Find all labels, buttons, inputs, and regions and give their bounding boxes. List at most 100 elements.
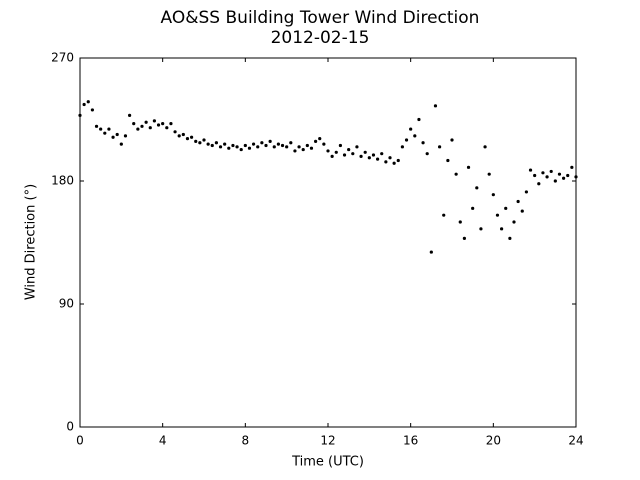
chart-subtitle: 2012-02-15 [271,28,370,48]
data-point [252,142,256,146]
data-point [504,206,508,210]
data-point [483,145,487,149]
data-point [280,143,285,148]
data-point [570,165,574,169]
data-point [413,134,417,138]
data-point [115,132,119,137]
data-point [99,127,103,131]
x-tick-label: 4 [159,434,167,448]
data-point [82,102,86,107]
data-point [479,227,483,231]
data-point [355,145,359,149]
data-point [438,145,442,149]
data-point [148,126,152,130]
data-point [533,173,537,178]
data-point [495,213,500,217]
data-point [140,124,144,128]
data-point [471,206,475,210]
data-point [442,213,446,217]
data-point [512,220,516,224]
data-point [231,143,235,148]
data-point [165,126,169,130]
data-point [322,142,326,146]
data-point [491,193,495,197]
data-point [528,168,533,172]
data-point [103,131,107,135]
data-point [218,145,223,149]
data-point [553,179,557,183]
data-point [429,250,433,254]
data-point [210,143,214,148]
data-point [94,124,99,128]
data-point [425,152,429,156]
data-point [169,122,173,126]
y-tick-label: 0 [66,420,74,434]
data-point [314,139,318,143]
data-point [285,145,289,149]
data-point [239,147,243,152]
data-point [338,143,342,148]
data-point [260,141,264,145]
data-point [152,119,156,123]
data-point [78,113,82,117]
data-point [128,113,132,117]
data-point [545,175,549,179]
y-axis-label: Wind Direction (°) [24,184,39,300]
data-point [462,236,466,240]
data-point [562,176,566,180]
data-point [392,161,396,165]
data-point [537,182,541,186]
data-point [446,158,450,163]
data-point [107,127,111,131]
data-point [334,150,338,154]
data-point [243,143,247,148]
data-point [326,149,330,153]
data-point [421,141,425,145]
data-point [297,145,301,149]
data-point [111,135,115,139]
data-point [198,141,202,145]
data-point [450,138,454,142]
x-tick-label: 20 [486,434,501,448]
data-point [566,173,570,178]
data-point [409,127,413,131]
data-point [458,220,462,224]
data-point [520,209,524,213]
data-point [342,153,347,157]
data-point [185,137,190,141]
chart-title: AO&SS Building Tower Wind Direction [161,8,480,28]
data-point [508,236,512,240]
data-point [380,152,384,156]
data-point [235,145,239,149]
data-point [404,138,409,142]
data-point [549,169,553,174]
plot-frame [79,57,577,428]
data-point [347,147,351,152]
data-point [466,165,471,169]
data-point [301,147,305,152]
data-point [487,172,491,176]
data-point [359,154,363,158]
data-point [500,227,504,231]
data-point [309,146,314,150]
data-point [475,186,479,190]
data-point [388,156,392,160]
y-tick-label: 90 [59,297,74,311]
data-point [305,143,309,148]
data-point [177,134,181,138]
data-point [376,157,380,161]
data-point [86,100,90,104]
data-point [330,154,334,158]
data-point [363,150,367,154]
data-point [214,141,218,145]
data-point [524,190,529,194]
x-tick-label: 8 [242,434,250,448]
data-point [454,172,458,176]
data-point [367,156,371,160]
data-point [417,117,421,122]
data-point [371,153,376,157]
data-point [318,137,322,141]
data-point [161,122,165,126]
data-point [181,132,185,137]
